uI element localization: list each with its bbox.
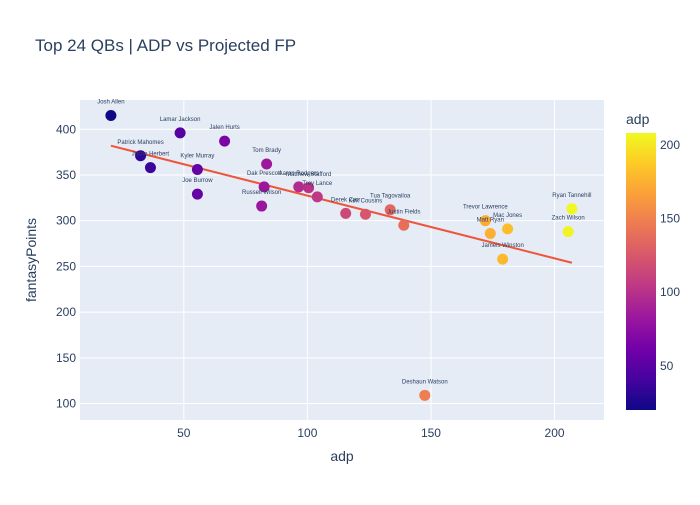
- point-label: Zach Wilson: [552, 216, 585, 222]
- y-tick-label: 100: [56, 397, 76, 411]
- x-tick-label: 50: [177, 426, 191, 440]
- point-label: Deshaun Watson: [402, 379, 448, 385]
- data-point: [258, 181, 270, 193]
- y-axis-ticks: 100 150 200 250 300 350 400: [56, 122, 76, 410]
- data-point: [479, 215, 491, 227]
- point-label: Tom Brady: [252, 148, 281, 154]
- colorbar-tick-label: 200: [660, 138, 680, 152]
- y-tick-label: 250: [56, 259, 76, 273]
- data-point: [191, 188, 203, 200]
- colorbar-title: adp: [626, 111, 650, 127]
- data-point: [261, 158, 273, 170]
- data-point: [174, 127, 186, 139]
- point-label: Ryan Tannehill: [552, 193, 591, 199]
- y-tick-label: 200: [56, 305, 76, 319]
- point-label: Josh Allen: [97, 100, 124, 106]
- data-point: [105, 110, 117, 122]
- data-point: [566, 203, 578, 215]
- point-label: Lamar Jackson: [160, 117, 201, 123]
- chart-title: Top 24 QBs | ADP vs Projected FP: [35, 36, 296, 55]
- x-tick-label: 150: [421, 426, 441, 440]
- data-point: [144, 162, 156, 174]
- colorbar-tick-label: 50: [660, 359, 674, 373]
- point-label: Justin Fields: [387, 209, 420, 215]
- colorbar-tick-label: 150: [660, 211, 680, 225]
- point-label: Matthew Stafford: [286, 172, 331, 178]
- x-tick-label: 100: [297, 426, 317, 440]
- data-point: [497, 253, 509, 265]
- data-point: [256, 200, 268, 212]
- point-label: Aaron Rodgers: [279, 171, 319, 177]
- point-label: Dak Prescott: [247, 171, 282, 177]
- point-label: Matt Ryan: [477, 217, 504, 223]
- y-tick-label: 300: [56, 214, 76, 228]
- colorbar-tick-label: 100: [660, 285, 680, 299]
- data-point: [191, 163, 203, 175]
- data-point: [303, 182, 315, 194]
- point-label: Patrick Mahomes: [117, 140, 163, 146]
- y-axis-title: fantasyPoints: [23, 218, 39, 302]
- x-axis-title: adp: [330, 448, 354, 464]
- data-point: [419, 389, 431, 401]
- point-labels: Josh Allen Patrick Mahomes Justin Herber…: [97, 100, 591, 386]
- point-label: Justin Herbert: [132, 152, 170, 158]
- data-point: [384, 204, 396, 216]
- point-label: Russell Wilson: [242, 190, 281, 196]
- data-point: [311, 191, 323, 203]
- data-point: [359, 208, 371, 220]
- point-label: Mac Jones: [493, 213, 522, 219]
- point-label: Derek Carr: [331, 197, 360, 203]
- data-point: [340, 207, 352, 219]
- trendline: [110, 144, 573, 264]
- data-point: [398, 219, 410, 231]
- y-tick-label: 400: [56, 122, 76, 136]
- y-tick-label: 350: [56, 168, 76, 182]
- data-point: [484, 227, 496, 239]
- point-label: Kyler Murray: [180, 153, 214, 159]
- point-label: Tua Tagovailoa: [370, 194, 411, 200]
- data-point: [562, 226, 574, 238]
- data-points: [105, 110, 578, 401]
- colorbar-ticks: 50 100 150 200: [660, 138, 680, 373]
- data-point: [293, 181, 305, 193]
- x-axis-ticks: 50 100 150 200: [177, 426, 565, 440]
- data-point: [219, 135, 231, 147]
- grid-lines: [80, 100, 604, 420]
- point-label: Joe Burrow: [182, 178, 213, 184]
- point-label: Trevor Lawrence: [463, 205, 508, 211]
- data-point: [135, 150, 147, 162]
- colorbar-gradient: [626, 133, 656, 410]
- x-tick-label: 200: [545, 426, 565, 440]
- point-label: Jalen Hurts: [209, 125, 239, 131]
- plot-background: [80, 100, 604, 420]
- point-label: Trey Lance: [302, 181, 332, 187]
- point-label: Jameis Winston: [481, 243, 523, 249]
- y-tick-label: 150: [56, 351, 76, 365]
- point-label: Kirk Cousins: [349, 198, 383, 204]
- data-point: [502, 223, 514, 235]
